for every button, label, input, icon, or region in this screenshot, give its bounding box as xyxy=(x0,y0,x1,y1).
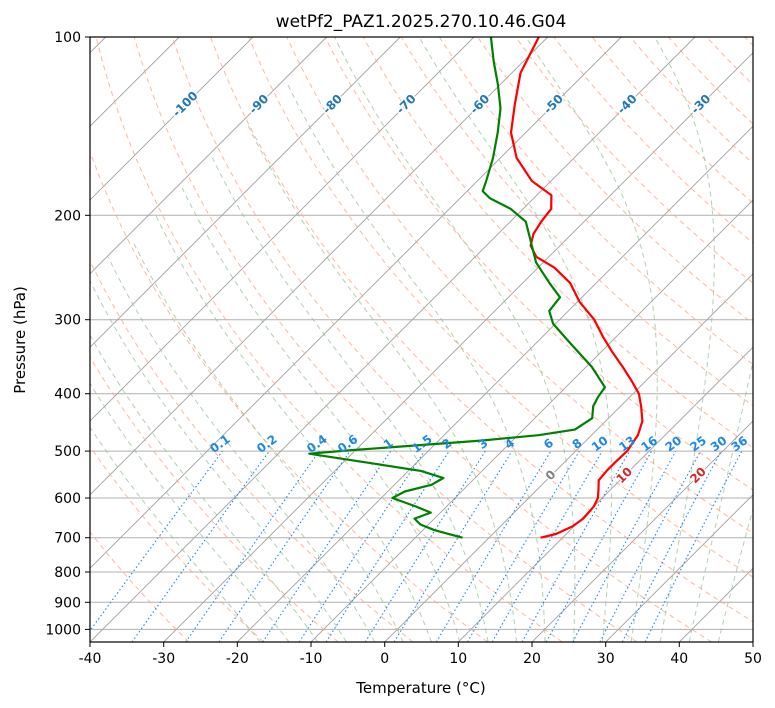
dewpoint-profile-line xyxy=(308,37,606,539)
dry-adiabat xyxy=(210,37,753,623)
isotherm-line xyxy=(457,346,753,642)
dry-adiabat xyxy=(90,531,190,642)
x-tick-label: 50 xyxy=(744,651,762,667)
background-lines xyxy=(90,37,753,642)
isotherm-line xyxy=(605,494,753,642)
isotherm-line xyxy=(90,37,328,275)
moist-adiabat xyxy=(181,187,461,642)
y-tick-label: 100 xyxy=(54,30,81,46)
isotherm-line xyxy=(90,37,549,496)
x-tick-label: 40 xyxy=(670,651,688,667)
moist-adiabat xyxy=(654,37,715,642)
moist-adiabat xyxy=(211,157,489,642)
mixing-ratio-line xyxy=(545,450,653,642)
mixing-ratio-line xyxy=(325,450,450,642)
mixing-ratio-line xyxy=(185,450,320,642)
dry-adiabat xyxy=(90,259,414,642)
moist-adiabat xyxy=(525,37,658,642)
moist-adiabat xyxy=(246,123,517,642)
isotherm-line xyxy=(90,37,401,348)
y-tick-label: 700 xyxy=(54,531,81,547)
y-axis-label: Pressure (hPa) xyxy=(11,286,29,394)
y-tick-label: 1000 xyxy=(45,622,81,638)
dry-adiabat xyxy=(95,37,563,642)
dry-adiabat xyxy=(400,37,753,407)
moist-adiabat xyxy=(107,256,376,642)
dry-adiabat xyxy=(286,37,753,534)
moist-adiabat xyxy=(90,279,347,642)
dry-adiabat xyxy=(515,37,753,284)
moist-adiabat xyxy=(287,83,546,642)
profile-series xyxy=(308,37,644,539)
moist-adiabat xyxy=(90,382,290,642)
y-tick-label: 900 xyxy=(54,595,81,611)
mixing-ratio-line xyxy=(393,450,513,642)
moist-adiabat xyxy=(155,215,432,642)
mixing-ratio-line xyxy=(521,450,630,642)
y-tick-label: 600 xyxy=(54,491,81,507)
mixing-ratio-line xyxy=(298,450,425,642)
dry-adiabat xyxy=(90,150,488,642)
axes: -40 -30 -20 -10 0 10 20 30 40 50 100 200 300 400 500 60… xyxy=(45,30,762,667)
x-tick-label: 10 xyxy=(449,651,467,667)
y-tick-label: 300 xyxy=(54,313,81,329)
isotherm-line xyxy=(90,37,696,642)
dry-adiabat xyxy=(90,445,264,642)
moist-adiabat xyxy=(131,239,404,642)
x-tick-label: -20 xyxy=(226,651,249,667)
dry-adiabat xyxy=(171,37,712,642)
x-tick-label: 20 xyxy=(523,651,541,667)
x-tick-label: -40 xyxy=(79,651,102,667)
moist-adiabat xyxy=(334,37,576,642)
dry-adiabat xyxy=(248,37,753,578)
x-axis-label: Temperature (°C) xyxy=(355,679,485,697)
x-tick-label: -30 xyxy=(152,651,175,667)
y-tick-label: 400 xyxy=(54,387,81,403)
mixing-ratio-line xyxy=(572,450,677,642)
chart-title: wetPf2_PAZ1.2025.270.10.46.G04 xyxy=(276,12,567,32)
mixing-ratio-line xyxy=(90,450,223,632)
isotherm-line xyxy=(90,37,254,201)
isotherm-line xyxy=(163,52,753,642)
temperature-profile-line xyxy=(509,37,644,539)
y-tick-label: 200 xyxy=(54,208,81,224)
x-tick-label: -10 xyxy=(300,651,323,667)
isotherm-line xyxy=(236,125,753,642)
dry-adiabat xyxy=(438,37,753,366)
dry-adiabat xyxy=(90,356,339,642)
mixing-ratio-line xyxy=(644,450,743,642)
isotherm-line xyxy=(531,420,753,642)
isotherm-line xyxy=(90,37,475,422)
mixing-ratio-line xyxy=(131,450,270,642)
x-tick-label: 0 xyxy=(380,651,389,667)
moist-adiabat xyxy=(90,426,261,642)
y-tick-label: 800 xyxy=(54,565,81,581)
x-tick-label: 30 xyxy=(597,651,615,667)
plot-frame xyxy=(89,36,754,643)
y-tick-label: 500 xyxy=(54,444,81,460)
isotherm-line xyxy=(384,273,753,642)
isotherm-line xyxy=(90,37,622,569)
mixing-ratio-line xyxy=(218,450,351,642)
mixing-ratio-line xyxy=(262,450,392,642)
moist-adiabat xyxy=(418,37,613,642)
